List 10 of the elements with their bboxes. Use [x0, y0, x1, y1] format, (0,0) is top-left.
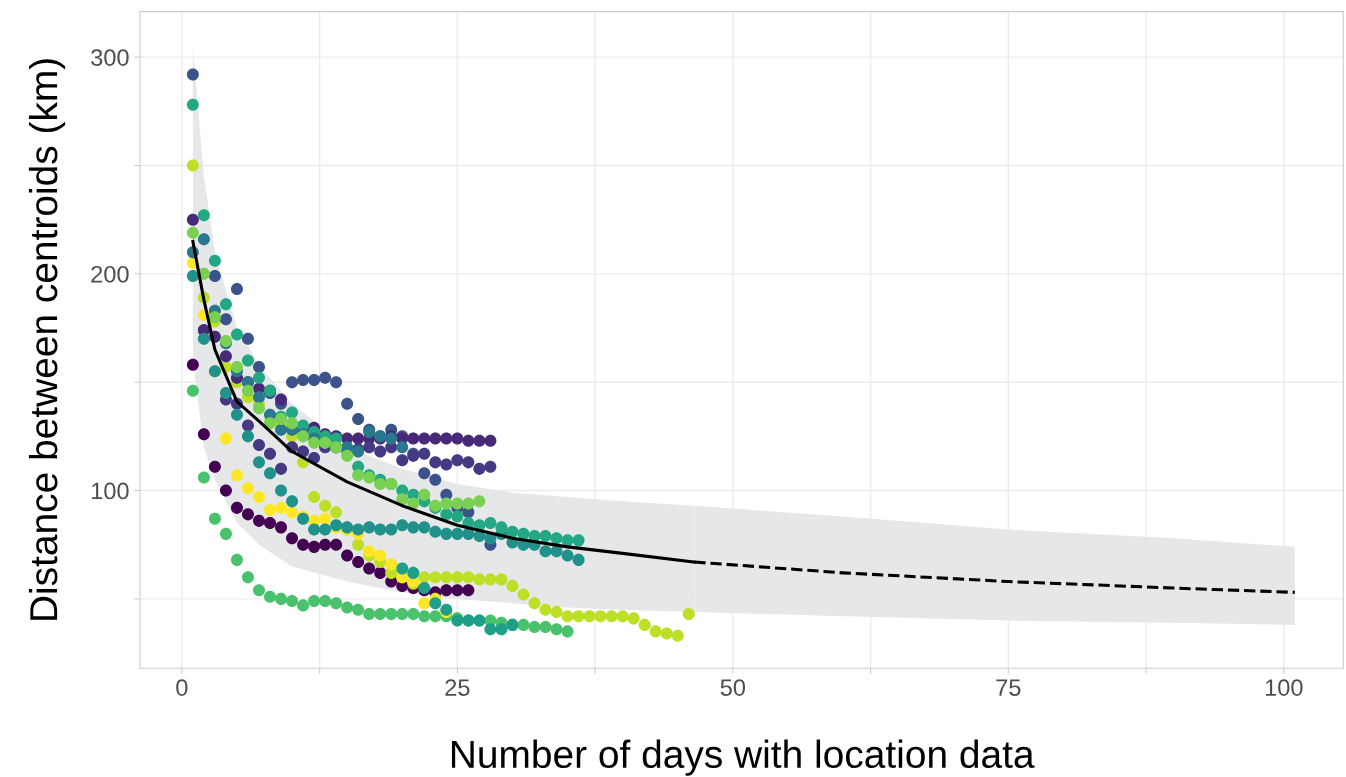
x-tick-label: 75 — [996, 679, 1021, 696]
x-tick-label: 50 — [720, 679, 746, 696]
x-tick-label: 100 — [1265, 679, 1303, 696]
x-axis-title: Number of days with location data — [451, 739, 1035, 776]
y-tick-label: 300 — [91, 49, 129, 66]
y-tick-label: 200 — [91, 265, 129, 283]
x-tick-label: 0 — [176, 679, 188, 696]
y-axis-title: Distance between centroids (km) — [28, 59, 66, 620]
x-tick-label: 25 — [445, 679, 470, 696]
y-tick-label: 100 — [91, 482, 129, 500]
